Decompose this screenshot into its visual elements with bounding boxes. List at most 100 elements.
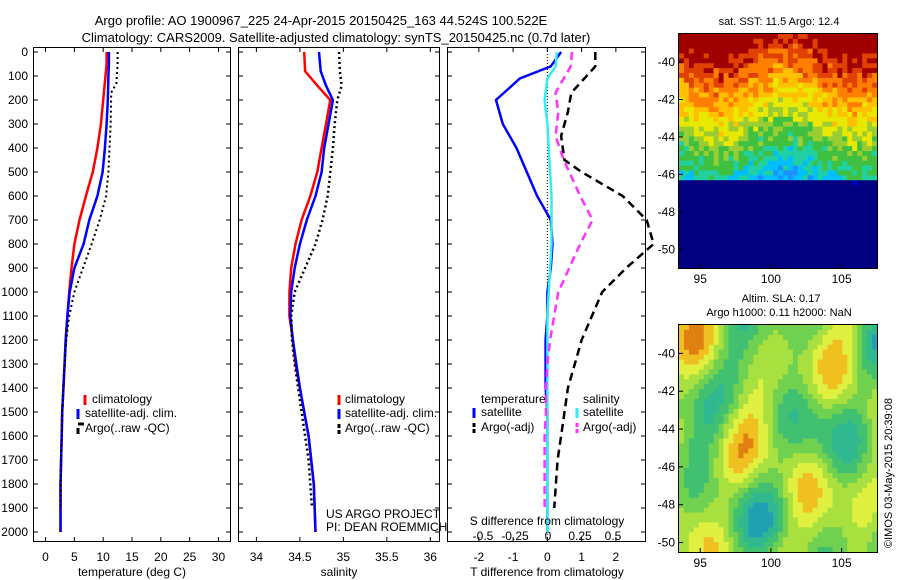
map-cell <box>693 102 700 108</box>
map-cell <box>872 102 878 108</box>
map-cell <box>822 155 829 162</box>
map-cell <box>867 131 873 137</box>
map-cell <box>738 399 744 405</box>
map-cell <box>797 209 804 215</box>
map-y-tick-label: -44 <box>658 422 676 436</box>
map-cell <box>688 399 695 405</box>
map-cell <box>728 151 735 157</box>
map-cell <box>679 334 685 341</box>
map-cell <box>862 433 868 440</box>
map-cell <box>773 219 779 225</box>
map-cell <box>837 63 843 69</box>
map-cell <box>758 453 764 459</box>
map-cell <box>698 325 705 331</box>
map-cell <box>748 248 754 254</box>
map-cell <box>782 48 789 55</box>
map-cell <box>708 38 715 45</box>
map-cell <box>837 141 843 147</box>
map-cell <box>792 53 799 59</box>
map-cell <box>768 68 774 74</box>
map-cell <box>847 68 853 74</box>
map-cell <box>807 384 814 390</box>
map-cell <box>718 243 725 250</box>
map-cell <box>773 151 779 157</box>
map-cell <box>713 97 720 103</box>
map-cell <box>778 116 784 123</box>
map-cell <box>679 160 685 167</box>
map-cell <box>842 141 848 147</box>
map-cell <box>778 160 784 167</box>
map-cell <box>683 374 690 380</box>
map-cell <box>738 547 744 553</box>
map-cell <box>713 512 720 519</box>
map-cell <box>842 448 848 454</box>
map-cell <box>787 453 794 459</box>
map-cell <box>857 121 863 128</box>
map-cell <box>708 453 715 459</box>
map-cell <box>842 394 848 400</box>
map-cell <box>807 243 814 250</box>
map-cell <box>703 512 710 519</box>
map-cell <box>728 408 735 415</box>
map-cell <box>822 77 829 84</box>
map-cell <box>812 527 819 533</box>
map-cell <box>822 354 829 361</box>
map-cell <box>852 102 858 108</box>
map-cell <box>837 458 843 464</box>
map-cell <box>723 517 730 523</box>
map-cell <box>832 394 838 400</box>
map-cell <box>802 116 809 123</box>
map-cell <box>718 477 725 484</box>
map-cell <box>842 349 848 356</box>
map-cell <box>797 175 804 181</box>
map-cell <box>822 339 829 346</box>
map-cell <box>862 438 868 445</box>
map-cell <box>847 63 853 69</box>
map-cell <box>688 379 695 385</box>
map-cell <box>773 453 779 459</box>
map-cell <box>862 102 868 108</box>
map-cell <box>842 453 848 459</box>
map-cell <box>733 126 739 133</box>
x-tick-label: 35.5 <box>375 550 399 564</box>
map-cell <box>832 112 838 118</box>
map-cell <box>867 38 873 45</box>
depth-tick-label: 1700 <box>1 453 28 467</box>
map-cell <box>792 224 799 230</box>
map-cell <box>693 537 700 543</box>
map-cell <box>763 522 769 528</box>
map-cell <box>679 82 685 89</box>
map-cell <box>852 146 858 152</box>
map-cell <box>723 359 730 366</box>
map-cell <box>782 492 789 499</box>
map-cell <box>817 151 824 157</box>
map-cell <box>778 448 784 454</box>
map-cell <box>817 517 824 523</box>
map-cell <box>807 458 814 464</box>
map-cell <box>837 403 843 410</box>
map-cell <box>778 97 784 103</box>
map-cell <box>768 492 774 499</box>
map-cell <box>857 487 863 494</box>
map-cell <box>698 194 705 201</box>
map-cell <box>693 354 700 361</box>
map-cell <box>679 497 685 504</box>
map-cell <box>817 126 824 133</box>
map-cell <box>748 263 754 269</box>
map-cell <box>787 473 794 479</box>
map-cell <box>718 175 725 181</box>
map-cell <box>703 175 710 181</box>
map-cell <box>733 136 739 142</box>
map-cell <box>743 160 749 167</box>
map-cell <box>703 364 710 371</box>
map-cell <box>857 58 863 64</box>
map-cell <box>698 116 705 123</box>
map-cell <box>787 369 794 375</box>
map-cell <box>713 131 720 137</box>
map-cell <box>867 359 873 366</box>
map-cell <box>847 112 853 118</box>
map-cell <box>792 238 799 245</box>
map-cell <box>679 502 685 509</box>
map-cell <box>758 63 764 69</box>
map-cell <box>872 73 878 79</box>
